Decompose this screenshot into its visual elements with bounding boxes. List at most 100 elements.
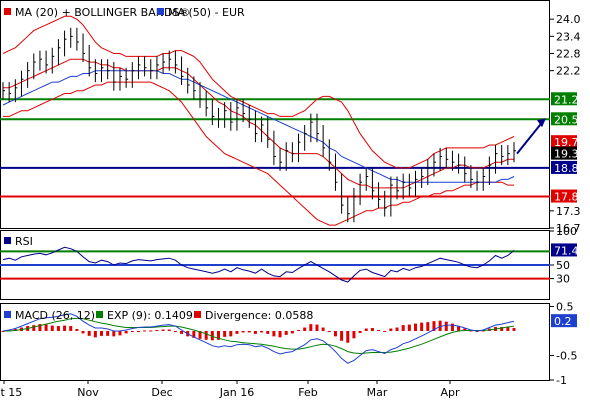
divergence-bar bbox=[216, 330, 220, 340]
divergence-bar bbox=[290, 330, 294, 334]
divergence-bar bbox=[136, 330, 140, 332]
divergence-bar bbox=[210, 330, 214, 341]
level-tag-bg bbox=[551, 160, 577, 174]
divergence-bar bbox=[266, 330, 270, 334]
level-tag: 18.8 bbox=[554, 162, 579, 175]
bollinger-upper-line bbox=[2, 15, 515, 169]
divergence-bar bbox=[112, 330, 116, 337]
divergence-bar bbox=[253, 330, 257, 334]
divergence-bar bbox=[161, 329, 165, 331]
divergence-bar bbox=[87, 330, 91, 336]
divergence-bar bbox=[143, 330, 147, 332]
level-tag-bg bbox=[551, 189, 577, 203]
macd-y-tick-label: -0.5 bbox=[556, 349, 577, 362]
divergence-bar bbox=[303, 327, 307, 331]
rsi-y-tick-label: 30 bbox=[556, 273, 570, 286]
divergence-bar bbox=[413, 323, 417, 331]
divergence-bar bbox=[346, 330, 350, 343]
legend-swatch-ma20 bbox=[4, 8, 11, 15]
price-panel: 21.2 20.5 18.8 17.8 24.0 23.4 22.8 22.2 17.3 16.… bbox=[0, 0, 581, 235]
legend-swatch-ma50 bbox=[157, 8, 164, 15]
divergence-bar bbox=[500, 327, 504, 331]
divergence-bar bbox=[321, 327, 325, 331]
x-axis: Oct 15 Nov Dec Jan 16 Feb Mar Apr bbox=[0, 380, 460, 399]
divergence-bar bbox=[364, 328, 368, 331]
forecast-arrow bbox=[516, 120, 544, 155]
divergence-bar bbox=[383, 330, 387, 332]
price-y-tick-label: 24.0 bbox=[556, 13, 581, 26]
legend-swatch-signal bbox=[96, 311, 103, 318]
divergence-bar bbox=[401, 325, 405, 331]
divergence-bar bbox=[192, 330, 196, 338]
x-tick-label: Jan 16 bbox=[219, 386, 254, 399]
legend-swatch-rsi bbox=[4, 237, 11, 244]
price-y-tick-label: 23.4 bbox=[556, 30, 581, 43]
divergence-bar bbox=[407, 324, 411, 331]
divergence-bar bbox=[297, 329, 301, 331]
divergence-bar bbox=[463, 328, 467, 331]
price-tag-bg bbox=[551, 135, 577, 149]
rsi-y-tick-label: 50 bbox=[556, 259, 570, 272]
macd-panel: 0.5 -0.5 -1 0.2 MACD (26, 12) EXP (9): 0.1… bbox=[0, 300, 577, 387]
divergence-bar bbox=[106, 330, 110, 336]
price-tag: 19.7 bbox=[554, 136, 579, 149]
level-tag: 17.8 bbox=[554, 191, 579, 204]
macd-line bbox=[2, 313, 515, 364]
rsi-current-tag-bg bbox=[551, 243, 577, 257]
legend-label-rsi: RSI bbox=[15, 235, 33, 248]
divergence-bar bbox=[315, 324, 319, 331]
divergence-bar bbox=[223, 330, 227, 337]
divergence-bar bbox=[309, 324, 313, 331]
divergence-bar bbox=[180, 330, 184, 334]
divergence-bar bbox=[241, 330, 245, 333]
divergence-bar bbox=[506, 326, 510, 331]
price-tag-bg bbox=[551, 146, 577, 160]
divergence-bar bbox=[100, 330, 104, 336]
bollinger-lower-line bbox=[3, 81, 514, 226]
divergence-bar bbox=[370, 328, 374, 331]
divergence-bar bbox=[420, 322, 424, 331]
macd-plot-frame bbox=[0, 303, 550, 381]
divergence-bar bbox=[450, 323, 454, 331]
divergence-bar bbox=[81, 330, 85, 334]
divergence-bar bbox=[272, 330, 276, 337]
divergence-bar bbox=[512, 328, 516, 331]
divergence-bar bbox=[340, 330, 344, 341]
divergence-bar bbox=[278, 330, 282, 338]
divergence-bar bbox=[130, 330, 134, 332]
divergence-bar bbox=[395, 327, 399, 331]
forecast-arrow-head bbox=[537, 118, 546, 128]
divergence-bar bbox=[173, 330, 177, 332]
price-y-tick-label: 16.7 bbox=[556, 222, 581, 235]
divergence-bar bbox=[204, 330, 208, 340]
divergence-bar bbox=[118, 330, 122, 336]
divergence-bar bbox=[32, 325, 36, 331]
legend-label-divergence: Divergence: 0.0588 bbox=[205, 309, 313, 322]
price-legend: MA (20) + BOLLINGER BANDS® MA (50) - EUR bbox=[4, 6, 245, 19]
rsi-current-tag: 71.4 bbox=[554, 244, 579, 257]
divergence-bar bbox=[235, 330, 239, 334]
divergence-bar bbox=[352, 330, 356, 339]
x-tick-label: Dec bbox=[151, 386, 172, 399]
ma50-line bbox=[2, 70, 515, 183]
divergence-bar bbox=[38, 324, 42, 331]
macd-y-tick-label: 0.5 bbox=[556, 300, 574, 313]
divergence-bar bbox=[167, 329, 171, 331]
divergence-bar bbox=[260, 330, 264, 333]
legend-swatch-divergence bbox=[194, 311, 201, 318]
price-y-tick-label: 22.8 bbox=[556, 47, 581, 60]
divergence-bar bbox=[444, 321, 448, 331]
price-tag: 19.3 bbox=[554, 148, 579, 161]
ma20-line bbox=[3, 58, 514, 189]
level-tag: 21.2 bbox=[554, 93, 579, 106]
macd-current-tag: 0.2 bbox=[554, 315, 572, 328]
divergence-bar bbox=[50, 325, 54, 331]
divergence-bar bbox=[377, 329, 381, 331]
divergence-bar bbox=[93, 330, 97, 338]
divergence-bar bbox=[438, 320, 442, 331]
divergence-bar bbox=[149, 330, 153, 332]
macd-current-tag-bg bbox=[551, 314, 577, 328]
divergence-bar bbox=[229, 330, 233, 337]
